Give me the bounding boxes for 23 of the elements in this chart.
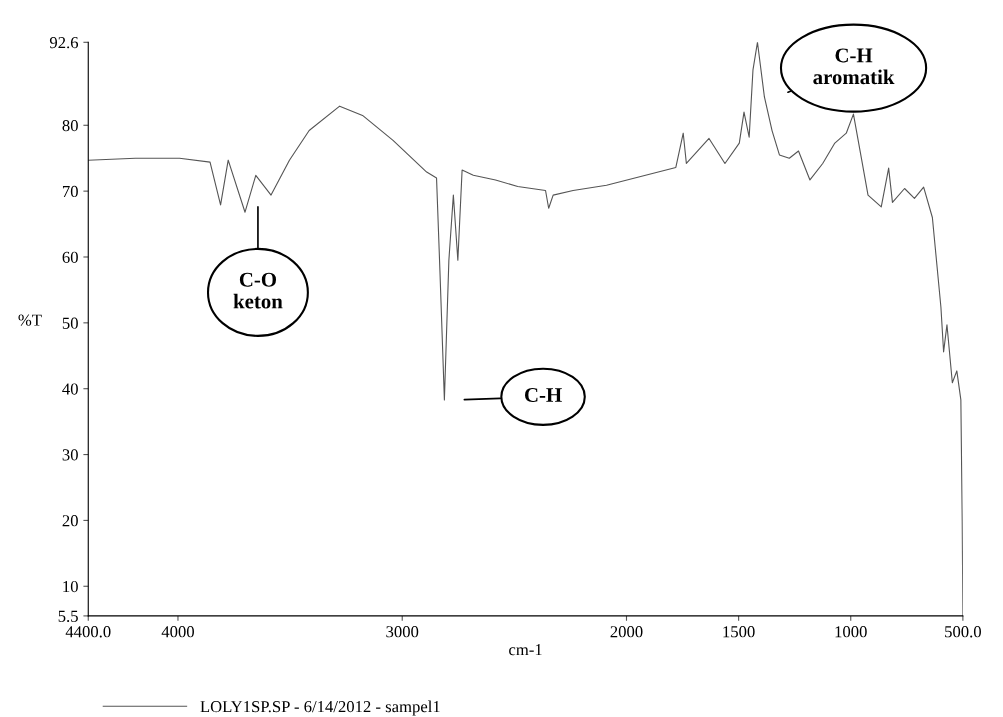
x-tick-label: 2000 [610,626,643,638]
annotation: C-H [524,388,562,402]
y-tick-label: 5.5 [58,610,78,622]
y-tick-label: 60 [62,251,78,263]
y-tick-label: 50 [62,317,78,329]
y-tick-label: 92.6 [49,37,79,49]
x-tick-label: 1000 [835,626,867,638]
y-tick-label: 30 [62,449,78,461]
x-tick-label: 500.0 [945,626,981,638]
x-tick-label: 4400.0 [65,626,111,638]
x-tick-label: 4000 [161,626,194,638]
y-tick-label: 10 [63,580,78,593]
y-tick-label: 40 [62,383,78,395]
x-axis-title: cm-1 [509,644,542,656]
x-tick-label: 3000 [386,626,419,638]
annotation: C-H aromatik [813,48,895,85]
x-tick-label: 1500 [723,626,755,638]
y-tick-label: 70 [62,185,78,198]
annotation: C-O keton [233,272,283,309]
legend-label: LOLY1SP.SP - 6/14/2012 - sampel1 [200,700,440,716]
y-tick-label: 20 [62,515,78,527]
y-tick-label: 80 [62,119,78,132]
y-axis-title: %T [18,314,42,326]
